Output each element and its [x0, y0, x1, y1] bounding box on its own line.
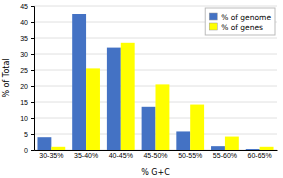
y-tick-label: 45 [20, 3, 28, 10]
y-tick: 20 [20, 83, 34, 90]
chart: 0 5 10 15 20 25 30 35 40 45 30-35% 35-40% 40-45% 45-5… [0, 0, 283, 178]
bar [107, 48, 121, 150]
y-tick-mark [31, 22, 34, 23]
x-tick-label: 60-65% [248, 152, 272, 159]
y-tick: 40 [20, 19, 34, 26]
y-tick-label: 15 [20, 99, 28, 106]
y-tick-label: 25 [20, 67, 28, 74]
y-tick-mark [31, 150, 34, 151]
y-tick: 10 [20, 115, 34, 122]
x-tick-label: 35-40% [74, 152, 98, 159]
x-tick: 55-60% [213, 152, 237, 159]
bar [190, 105, 204, 150]
grid-line [34, 70, 277, 71]
y-tick-mark [31, 86, 34, 87]
legend-swatch [209, 13, 217, 20]
grid-line [34, 6, 277, 7]
legend-label: % of genome [221, 13, 271, 22]
x-tick: 60-65% [248, 152, 272, 159]
x-tick: 40-45% [109, 152, 133, 159]
y-tick-mark [31, 70, 34, 71]
legend: % of genome% of genes [205, 8, 275, 35]
y-tick-label: 35 [20, 35, 28, 42]
y-tick-mark [31, 54, 34, 55]
bar [86, 68, 100, 150]
bar [246, 149, 260, 150]
x-axis-line [35, 150, 278, 151]
bar [37, 137, 51, 150]
y-tick: 0 [24, 147, 34, 154]
x-tick-label: 30-35% [39, 152, 63, 159]
x-tick-label: 40-45% [109, 152, 133, 159]
x-tick: 45-50% [143, 152, 167, 159]
bar [51, 147, 65, 150]
bar [142, 107, 156, 150]
grid-line [34, 38, 277, 39]
x-tick: 35-40% [74, 152, 98, 159]
y-tick-mark [31, 134, 34, 135]
legend-item: % of genome [209, 13, 271, 22]
y-tick: 25 [20, 67, 34, 74]
plot-area: 0 5 10 15 20 25 30 35 40 45 30-35% 35-40% 40-45% 45-5… [20, 3, 277, 159]
y-tick-mark [31, 6, 34, 7]
bar [211, 146, 225, 150]
x-tick-label: 55-60% [213, 152, 237, 159]
y-tick-label: 20 [20, 83, 28, 90]
x-tick-label: 45-50% [143, 152, 167, 159]
y-axis-title: % of Total [2, 58, 11, 97]
y-tick-mark [31, 118, 34, 119]
bar [225, 137, 239, 150]
bar [72, 14, 86, 150]
legend-label: % of genes [221, 23, 263, 32]
x-tick-label: 50-55% [178, 152, 202, 159]
x-tick: 50-55% [178, 152, 202, 159]
x-axis-title: % G+C [141, 168, 170, 177]
y-tick-label: 0 [24, 147, 28, 154]
y-tick: 35 [20, 35, 34, 42]
y-tick: 45 [20, 3, 34, 10]
grid [34, 6, 277, 150]
y-tick-label: 40 [20, 19, 28, 26]
legend-box [205, 8, 275, 35]
y-tick: 15 [20, 99, 34, 106]
y-tick-label: 10 [20, 115, 28, 122]
y-tick-label: 5 [24, 131, 28, 138]
legend-item: % of genes [209, 23, 263, 32]
y-axis: 0 5 10 15 20 25 30 35 40 45 [20, 3, 34, 154]
bar [260, 147, 274, 150]
y-axis-line [31, 7, 35, 151]
y-tick-mark [31, 102, 34, 103]
bar [176, 131, 190, 150]
y-tick-mark [31, 38, 34, 39]
grid-line [34, 54, 277, 55]
x-axis: 30-35% 35-40% 40-45% 45-50% 50-55% 55-60% 60-6… [35, 151, 278, 159]
y-tick-label: 30 [20, 51, 28, 58]
x-tick: 30-35% [39, 152, 63, 159]
y-tick: 5 [24, 131, 34, 138]
bar [156, 84, 170, 150]
bar [121, 43, 135, 150]
legend-swatch [209, 23, 217, 30]
bar-series [51, 43, 273, 150]
y-tick: 30 [20, 51, 34, 58]
